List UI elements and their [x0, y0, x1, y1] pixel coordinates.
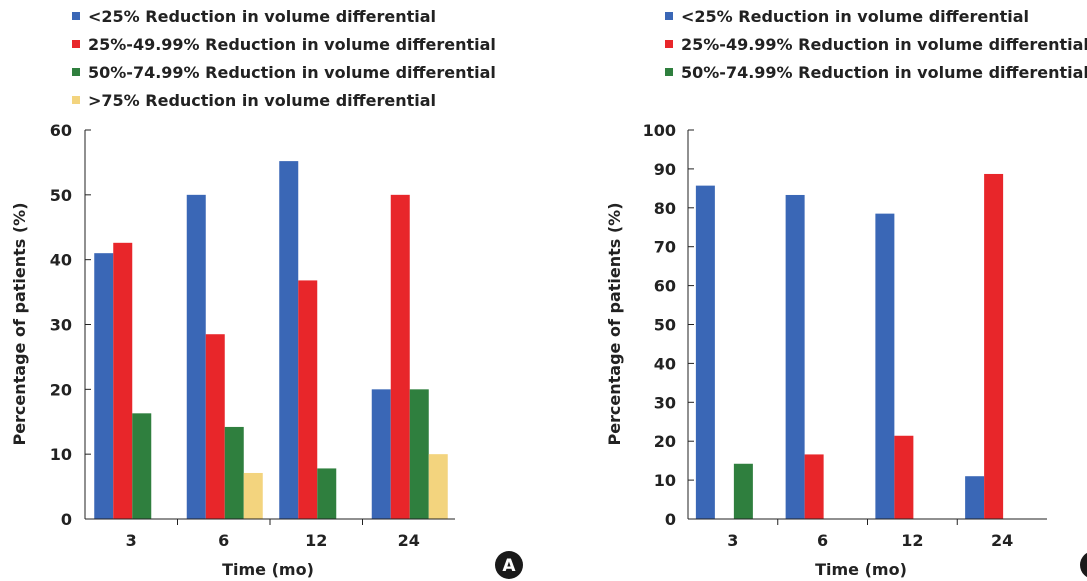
legend-swatch-2 [665, 40, 673, 48]
x-tick-label: 12 [901, 531, 923, 550]
bar [371, 389, 391, 519]
panel-badge-circle [1080, 552, 1087, 578]
y-tick-label: 0 [665, 510, 676, 529]
y-tick-label: 80 [654, 199, 676, 218]
legend-entry-2: 25%-49.99% Reduction in volume different… [681, 35, 1087, 54]
bar [390, 194, 410, 520]
y-tick-label: 70 [654, 238, 676, 257]
bars [94, 161, 448, 520]
legend: <25% Reduction in volume differential 25… [665, 7, 1087, 82]
legend-swatch-4 [72, 96, 80, 104]
x-tick-label: 6 [218, 531, 229, 550]
bar [132, 413, 152, 519]
y-tick-label: 50 [654, 316, 676, 335]
panel-badge-circle [495, 551, 523, 579]
bar [317, 468, 337, 519]
y-tick-label: 10 [50, 445, 72, 464]
legend-entry-3: 50%-74.99% Reduction in volume different… [88, 63, 496, 82]
y-tick-label: 100 [643, 121, 676, 140]
x-tick-label: 6 [817, 531, 828, 550]
x-axis-title: Time (mo) [222, 560, 314, 579]
bar [428, 454, 448, 519]
bar [279, 161, 299, 519]
bar [298, 280, 318, 519]
y-tick-label: 90 [654, 160, 676, 179]
y-axis-title: Percentage of patients (%) [605, 202, 624, 445]
chart-panel-b: <25% Reduction in volume differential 25… [605, 7, 1087, 579]
panel-badge-a: A [495, 551, 523, 579]
bar [94, 253, 114, 519]
bar [205, 334, 225, 519]
bars [695, 173, 1004, 519]
legend-entry-3: 50%-74.99% Reduction in volume different… [681, 63, 1087, 82]
y-tick-label: 50 [50, 186, 72, 205]
bar [186, 194, 206, 520]
legend-swatch-2 [72, 40, 80, 48]
x-axis-ticks: 3 6 12 24 [727, 519, 1013, 550]
legend-entry-4: >75% Reduction in volume differential [88, 91, 436, 110]
bar [409, 389, 429, 519]
legend-entry-1: <25% Reduction in volume differential [88, 7, 436, 26]
legend-entry-2: 25%-49.99% Reduction in volume different… [88, 35, 496, 54]
x-tick-label: 12 [305, 531, 327, 550]
y-tick-label: 10 [654, 471, 676, 490]
bar [113, 242, 133, 519]
y-axis-ticks: 0 10 20 30 40 50 60 70 80 90 100 [643, 121, 694, 529]
y-tick-label: 40 [654, 354, 676, 373]
bar [733, 463, 753, 519]
panel-label: A [502, 556, 516, 576]
bar [785, 194, 805, 519]
x-tick-label: 24 [398, 531, 420, 550]
chart-panel-a: <25% Reduction in volume differential 25… [10, 7, 523, 579]
y-tick-label: 60 [654, 277, 676, 296]
y-tick-label: 20 [50, 380, 72, 399]
x-tick-label: 24 [991, 531, 1013, 550]
x-axis-ticks: 3 6 12 24 [126, 519, 420, 550]
bar [984, 173, 1004, 519]
y-tick-label: 0 [61, 510, 72, 529]
x-tick-label: 3 [727, 531, 738, 550]
legend: <25% Reduction in volume differential 25… [72, 7, 496, 110]
bar [804, 454, 824, 519]
legend-swatch-1 [665, 12, 673, 20]
y-axis-title: Percentage of patients (%) [10, 202, 29, 445]
bar [224, 426, 244, 519]
y-tick-label: 60 [50, 121, 72, 140]
bar [695, 185, 715, 519]
x-tick-label: 3 [126, 531, 137, 550]
y-tick-label: 30 [654, 393, 676, 412]
bar [875, 213, 895, 519]
y-tick-label: 20 [654, 432, 676, 451]
bar [965, 476, 985, 519]
legend-swatch-3 [665, 68, 673, 76]
legend-swatch-3 [72, 68, 80, 76]
legend-swatch-1 [72, 12, 80, 20]
bar [243, 472, 263, 519]
panel-badge-b: B [1080, 552, 1087, 578]
y-tick-label: 30 [50, 316, 72, 335]
bar [894, 435, 914, 519]
x-axis-title: Time (mo) [815, 560, 907, 579]
y-tick-label: 40 [50, 251, 72, 270]
legend-entry-1: <25% Reduction in volume differential [681, 7, 1029, 26]
y-axis-ticks: 0 10 20 30 40 50 60 [50, 121, 91, 529]
